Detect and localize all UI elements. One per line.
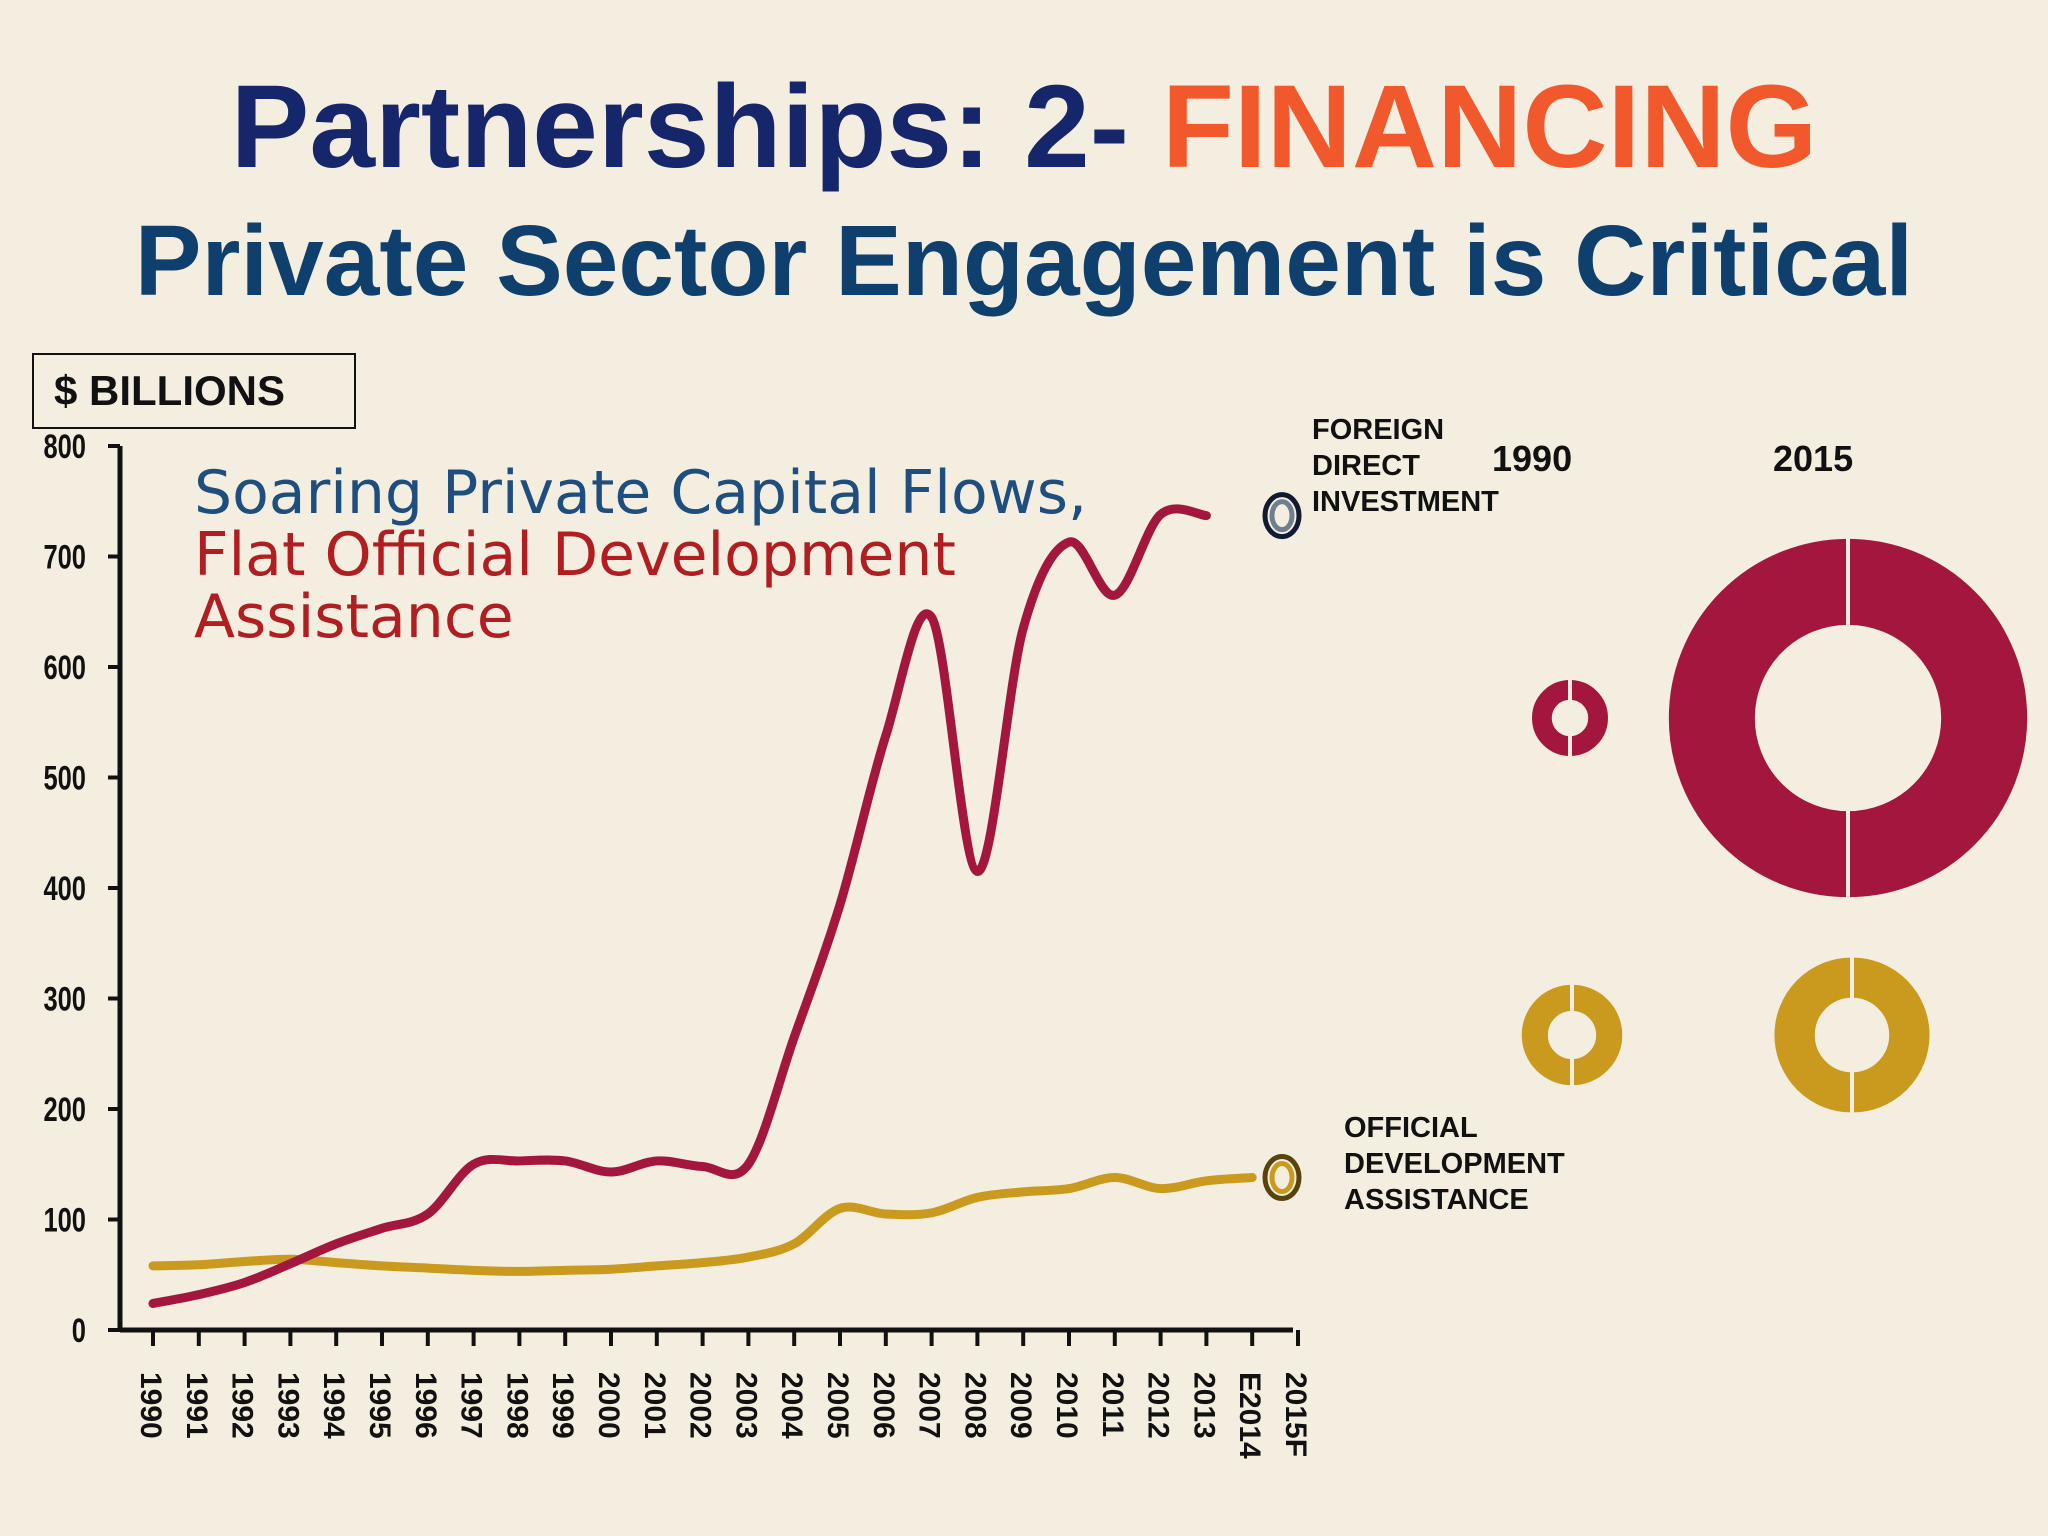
oda-label-line-2: DEVELOPMENT xyxy=(1344,1148,1565,1180)
x-tick-label: 2000 xyxy=(592,1372,625,1439)
y-tick-label: 800 xyxy=(43,429,86,466)
y-tick-label: 300 xyxy=(43,981,86,1018)
x-tick-label: 1993 xyxy=(271,1372,304,1439)
oda-label-line-1: OFFICIAL xyxy=(1344,1112,1478,1144)
x-tick-label: 2010 xyxy=(1050,1372,1083,1439)
x-tick-label: 1994 xyxy=(317,1372,350,1439)
x-tick-label: 1998 xyxy=(500,1372,533,1439)
y-tick-label: 700 xyxy=(43,539,86,576)
y-tick-label: 100 xyxy=(43,1202,86,1239)
x-tick-label: 1990 xyxy=(134,1372,167,1439)
unit-label: $ BILLIONS xyxy=(32,353,356,429)
y-tick-label: 0 xyxy=(72,1313,86,1350)
title-prefix: Partnerships: 2- xyxy=(230,61,1162,193)
chart-annotation: Soaring Private Capital Flows, Flat Offi… xyxy=(194,462,1087,648)
x-tick-label: 2003 xyxy=(729,1372,762,1439)
x-tick-label: 2002 xyxy=(684,1372,717,1439)
oda-series-line xyxy=(148,1173,1257,1276)
x-tick-label: 2011 xyxy=(1096,1372,1129,1437)
y-tick-label: 500 xyxy=(43,760,86,797)
x-tick-label: 2013 xyxy=(1187,1372,1220,1439)
oda-end-marker-inner xyxy=(1269,1161,1295,1195)
oda-label-line-3: ASSISTANCE xyxy=(1344,1184,1529,1216)
y-tick-label: 400 xyxy=(43,871,86,908)
annotation-line-2: Flat Official Development xyxy=(194,520,956,590)
donut-year-1990: 1990 xyxy=(1492,438,1573,479)
y-tick-label: 600 xyxy=(43,650,86,687)
x-tick-label: 2012 xyxy=(1142,1372,1175,1439)
fdi-series-line xyxy=(148,504,1211,1308)
fdi-label-line-3: INVESTMENT xyxy=(1312,486,1499,518)
x-tick-label: 2006 xyxy=(867,1372,900,1439)
x-tick-label: 2015F xyxy=(1279,1372,1312,1457)
x-tick-label: 2004 xyxy=(775,1372,808,1439)
x-tick-label: 2008 xyxy=(958,1372,991,1439)
fdi-label-line-1: FOREIGN xyxy=(1312,414,1445,446)
x-tick-label: 2005 xyxy=(821,1372,854,1439)
x-tick-label: 2009 xyxy=(1004,1372,1037,1439)
x-tick-label: 1992 xyxy=(226,1372,259,1439)
donut-year-2015: 2015 xyxy=(1773,438,1854,479)
x-tick-label: 2001 xyxy=(638,1372,671,1439)
annotation-line-1: Soaring Private Capital Flows, xyxy=(194,458,1088,528)
oda-label: OFFICIAL DEVELOPMENT ASSISTANCE xyxy=(1344,1110,1565,1218)
x-tick-label: 1991 xyxy=(180,1372,213,1439)
slide-title: Partnerships: 2- FINANCING xyxy=(0,62,2048,192)
y-tick-label: 200 xyxy=(43,1092,86,1129)
title-accent: FINANCING xyxy=(1161,61,1818,193)
fdi-end-marker-inner xyxy=(1269,499,1295,533)
x-tick-label: 2007 xyxy=(913,1372,946,1439)
x-tick-label: 1999 xyxy=(546,1372,579,1439)
slide-subtitle: Private Sector Engagement is Critical xyxy=(134,205,1914,317)
x-tick-label: 1997 xyxy=(455,1372,488,1439)
x-tick-label: E2014 xyxy=(1233,1372,1266,1459)
fdi-label-line-2: DIRECT xyxy=(1312,450,1420,482)
x-tick-label: 1996 xyxy=(409,1372,442,1439)
x-tick-label: 1995 xyxy=(363,1372,396,1439)
annotation-line-3: Assistance xyxy=(194,582,514,652)
fdi-label: FOREIGN DIRECT INVESTMENT xyxy=(1312,412,1499,520)
